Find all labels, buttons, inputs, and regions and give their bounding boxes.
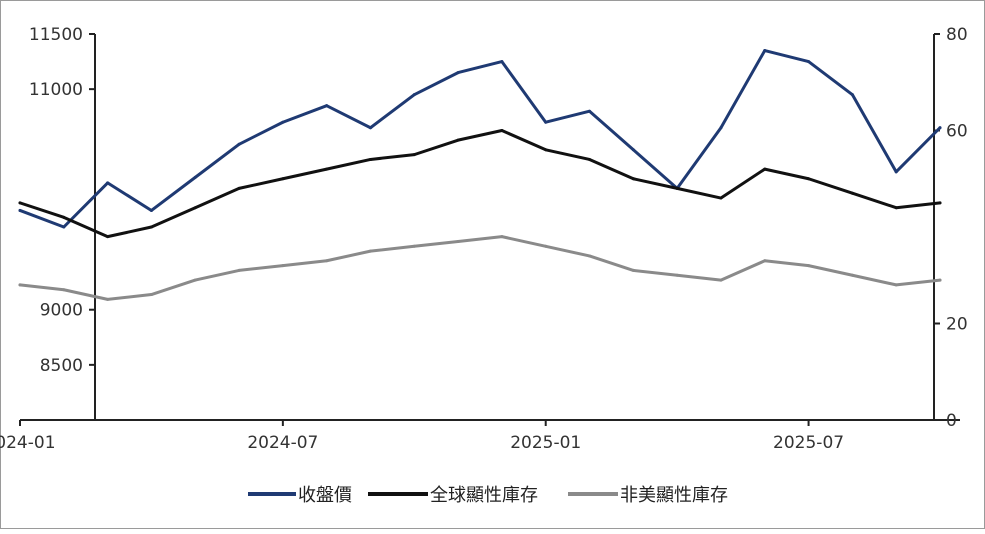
series-point xyxy=(807,60,811,64)
series-point xyxy=(763,167,767,171)
right-tick-label: 80 xyxy=(946,25,968,45)
series-line xyxy=(18,235,942,301)
series-point xyxy=(763,49,767,53)
series-point xyxy=(763,259,767,263)
legend-label: 收盤價 xyxy=(298,485,352,506)
series-point xyxy=(368,249,372,253)
series-point xyxy=(807,264,811,268)
left-tick-label: 11000 xyxy=(29,80,83,100)
x-tick-label: 2025-07 xyxy=(773,433,844,453)
series-point xyxy=(193,206,197,210)
series-point xyxy=(631,177,635,181)
series-point xyxy=(456,239,460,243)
series-point xyxy=(237,268,241,272)
series-point xyxy=(544,244,548,248)
series-point xyxy=(544,120,548,124)
series-point xyxy=(281,120,285,124)
right-tick-label: 60 xyxy=(946,122,968,142)
series-point xyxy=(588,254,592,258)
series-point xyxy=(631,268,635,272)
series-point xyxy=(675,186,679,190)
series-point xyxy=(456,138,460,142)
series-point xyxy=(719,196,723,200)
left-tick-label: 11500 xyxy=(29,25,83,45)
series-line xyxy=(18,129,942,239)
series-point xyxy=(193,175,197,179)
series-point xyxy=(325,167,329,171)
series-point xyxy=(149,225,153,229)
legend: 收盤價 全球顯性庫存 非美顯性庫存 xyxy=(248,485,728,506)
series-point xyxy=(719,126,723,130)
series-point xyxy=(456,71,460,75)
series-point xyxy=(325,104,329,108)
left-tick-label: 9000 xyxy=(40,301,83,321)
legend-label: 全球顯性庫存 xyxy=(430,485,538,506)
series-point xyxy=(412,93,416,97)
series-point xyxy=(588,109,592,113)
series-point xyxy=(850,191,854,195)
series-point xyxy=(500,60,504,64)
series-point xyxy=(106,235,110,239)
series-point xyxy=(18,201,22,205)
series-point xyxy=(62,215,66,219)
series-point xyxy=(281,177,285,181)
series-point xyxy=(894,170,898,174)
series-point xyxy=(588,157,592,161)
series-point xyxy=(500,129,504,132)
series-point xyxy=(368,157,372,161)
series-point xyxy=(894,206,898,210)
series-point xyxy=(62,288,66,292)
x-tick-label: 2025-01 xyxy=(510,433,581,453)
series-point xyxy=(106,297,110,301)
series-point xyxy=(193,278,197,282)
series-point xyxy=(719,278,723,282)
series-point xyxy=(544,148,548,152)
series-point xyxy=(237,142,241,146)
series-point xyxy=(62,225,66,229)
series-point xyxy=(149,293,153,297)
series-point xyxy=(807,177,811,181)
x-ticks: 2024-01 2024-07 2025-01 2025-07 xyxy=(0,420,844,453)
series-point xyxy=(149,208,153,212)
series-line xyxy=(18,49,942,229)
series-point xyxy=(631,148,635,152)
legend-label: 非美顯性庫存 xyxy=(620,485,728,506)
left-tick-label: 8500 xyxy=(40,356,83,376)
series-point xyxy=(500,235,504,239)
left-ticks: 8500 9000 11000 11500 xyxy=(29,25,95,376)
right-tick-label: 20 xyxy=(946,315,968,335)
series-point xyxy=(18,208,22,212)
series-point xyxy=(850,93,854,97)
series-point xyxy=(938,278,942,282)
series-layer xyxy=(18,49,942,301)
series-point xyxy=(281,264,285,268)
x-tick-label: 2024-01 xyxy=(0,433,56,453)
series-point xyxy=(106,181,110,185)
series-point xyxy=(368,126,372,130)
series-point xyxy=(938,126,942,130)
series-point xyxy=(850,273,854,277)
series-point xyxy=(18,283,22,287)
series-point xyxy=(412,244,416,248)
series-point xyxy=(938,201,942,205)
series-point xyxy=(894,283,898,287)
series-point xyxy=(675,273,679,277)
right-tick-label: 0 xyxy=(946,411,957,431)
x-tick-label: 2024-07 xyxy=(247,433,318,453)
series-point xyxy=(237,186,241,190)
series-point xyxy=(325,259,329,263)
series-point xyxy=(412,153,416,157)
